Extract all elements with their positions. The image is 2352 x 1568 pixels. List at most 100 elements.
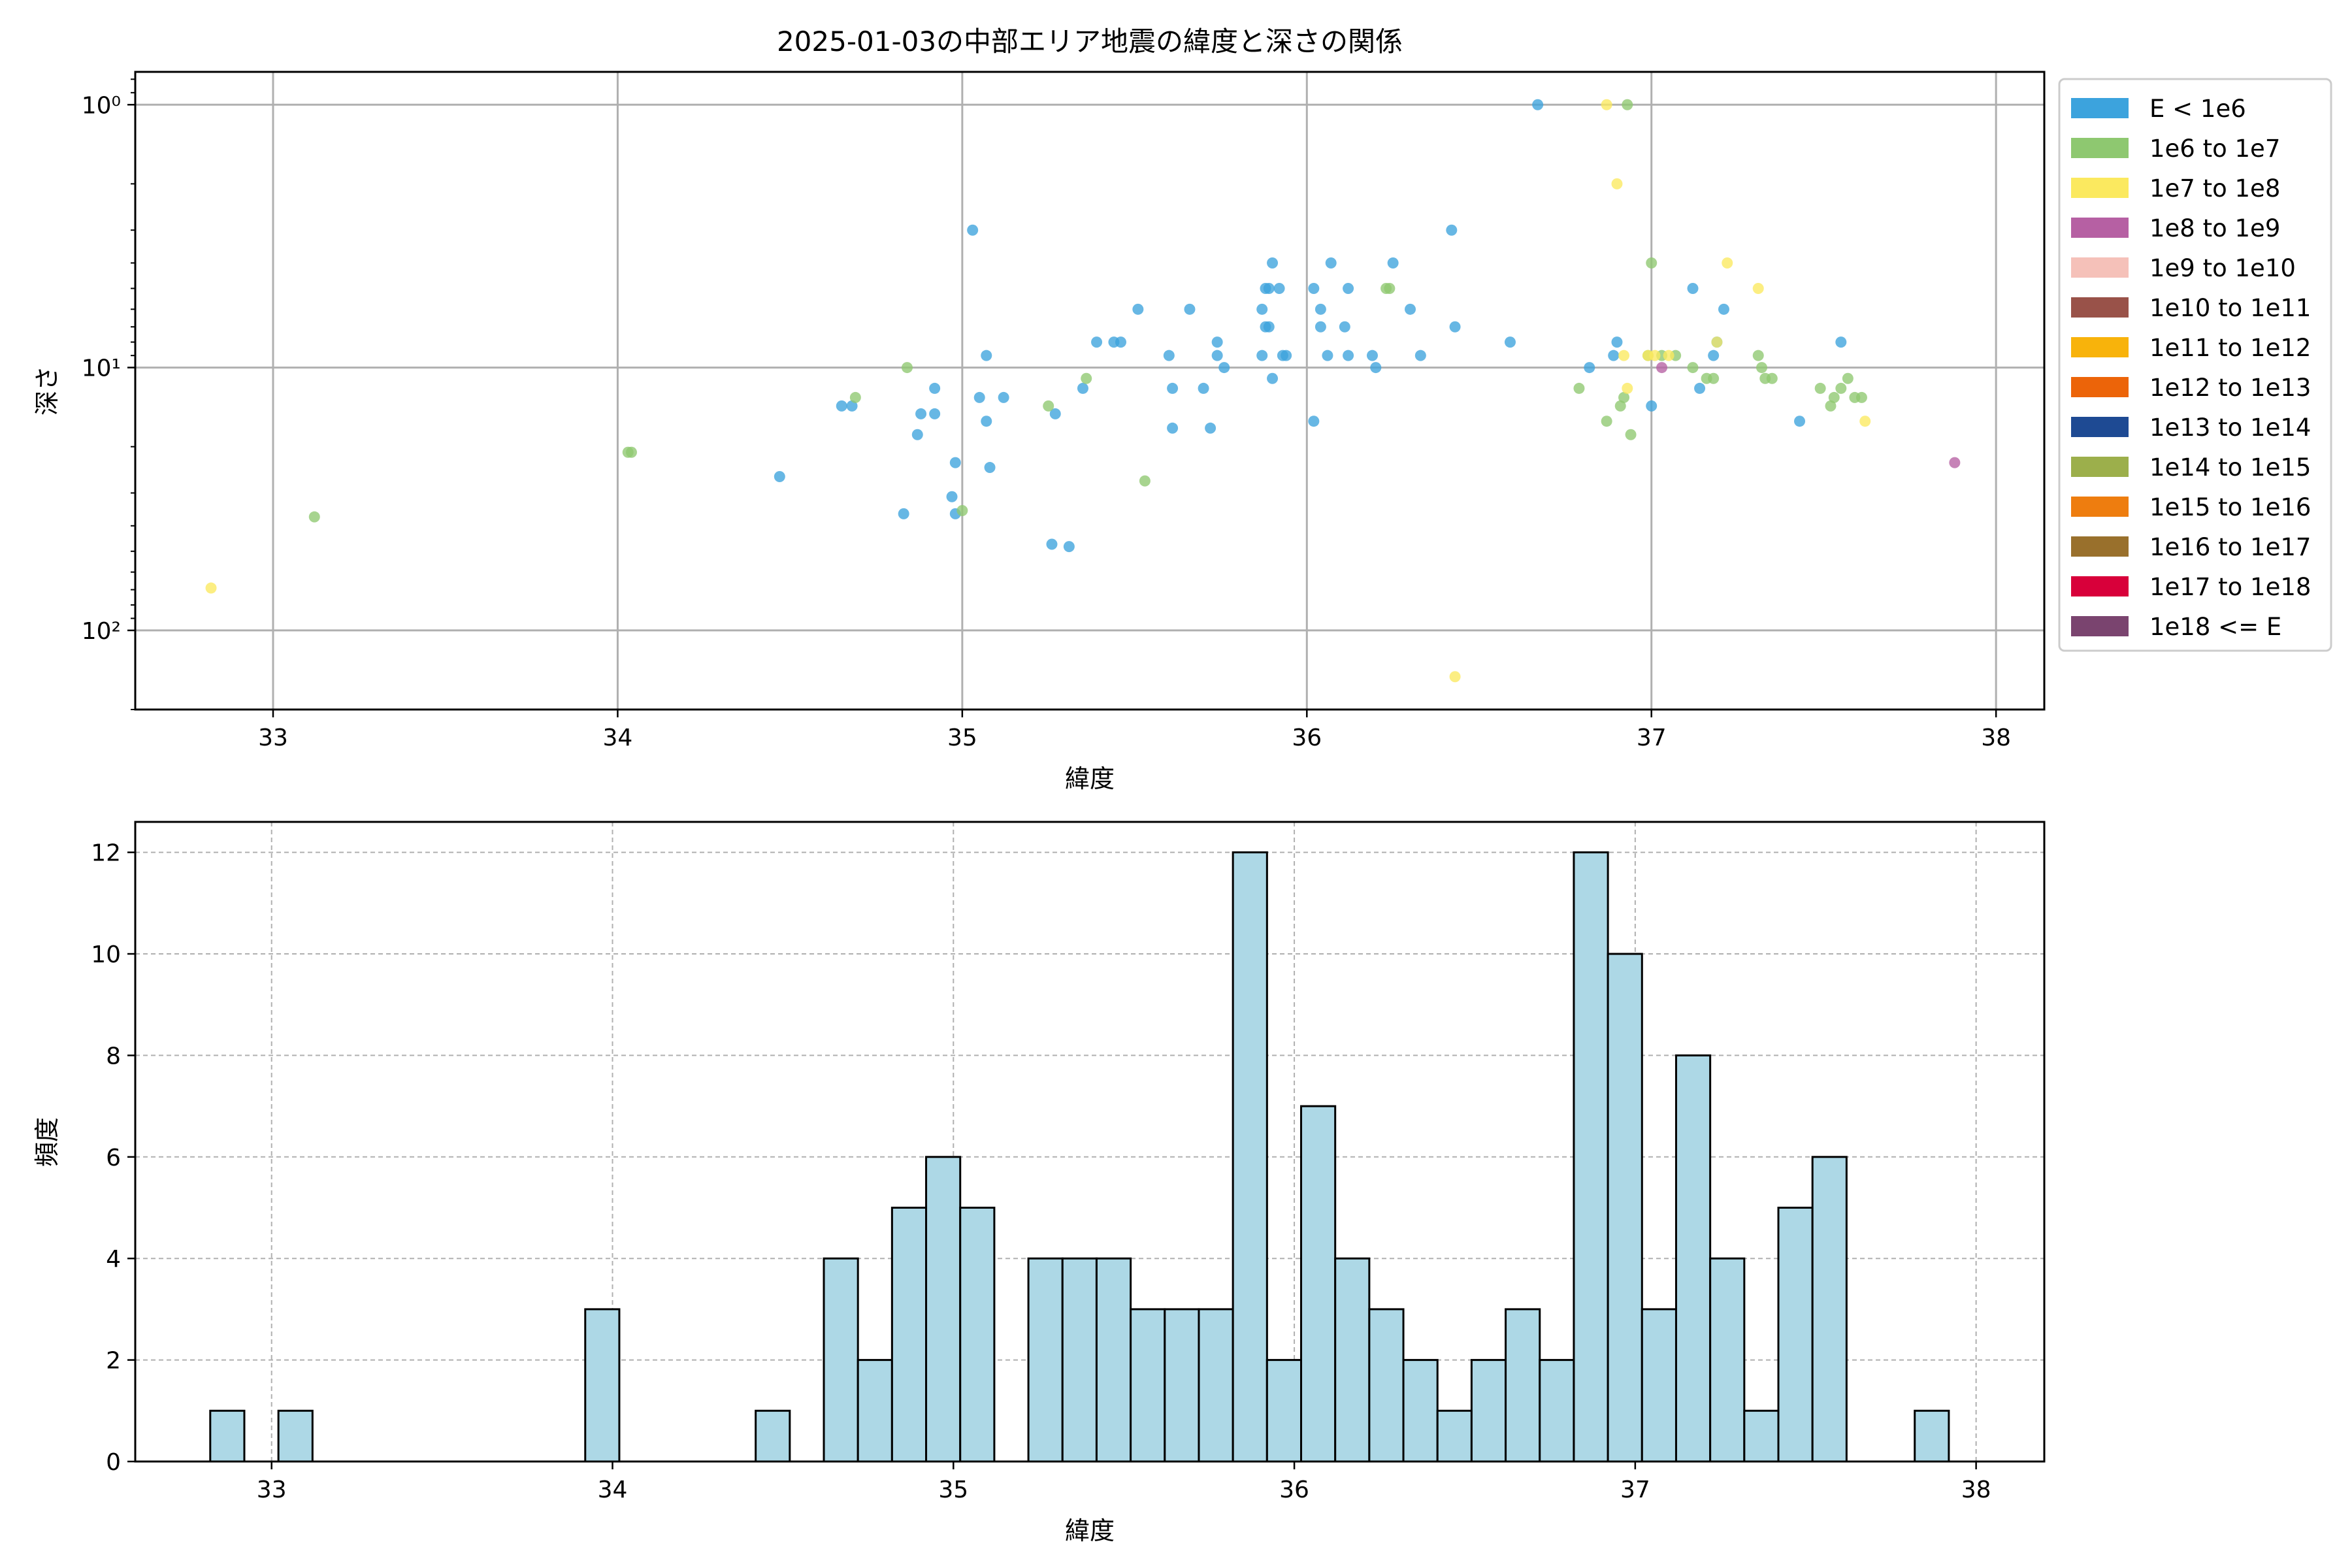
scatter-point [1752,350,1764,361]
scatter-point [1339,321,1350,333]
legend-label: 1e15 to 1e16 [2149,493,2311,521]
scatter-point [1694,382,1706,394]
histogram-y-tick-label: 0 [106,1449,121,1476]
legend-swatch [2071,616,2129,636]
histogram-bar [823,1257,859,1463]
scatter-point [1718,303,1729,315]
scatter-point [1370,362,1382,374]
histogram-y-tick-label: 4 [106,1246,121,1273]
histogram-bar [857,1359,893,1463]
scatter-point [1835,336,1847,348]
scatter-point [1687,362,1699,374]
scatter-point [1281,350,1292,361]
scatter-point [1263,321,1275,333]
scatter-point [1794,416,1806,427]
scatter-point [1828,391,1840,403]
histogram-y-tick-label: 12 [91,840,121,867]
scatter-point [1132,303,1144,315]
scatter-point [1687,282,1699,294]
histogram-x-tick-label: 33 [257,1477,287,1503]
scatter-x-ticks: 33 34 35 36 37 38 [258,710,2011,751]
histogram-bar [1470,1359,1507,1463]
histogram-bar [1198,1308,1234,1463]
scatter-point [1859,416,1871,427]
scatter-point [1063,541,1075,553]
scatter-point [626,446,638,458]
scatter-point [1366,350,1378,361]
histogram-bar [1539,1359,1575,1463]
scatter-x-tick-label: 33 [258,725,288,751]
scatter-point [1308,282,1320,294]
scatter-point [1263,282,1275,294]
scatter-point [1625,429,1637,440]
scatter-point [1825,400,1837,412]
scatter-point [1766,372,1778,384]
scatter-point [929,382,941,394]
scatter-point [1752,282,1764,294]
histogram-y-axis-label: 頻度 [33,1117,61,1167]
scatter-point [1198,382,1209,394]
scatter-point [949,457,961,468]
scatter-point [1618,391,1630,403]
scatter-point [967,224,979,236]
histogram-plot: 33 34 35 36 37 38 0 2 4 6 8 10 12 緯度 頻度 [33,821,2046,1545]
scatter-x-tick-label: 35 [947,725,977,751]
scatter-point [1387,257,1399,269]
scatter-y-tick-label: 10¹ [82,355,121,382]
histogram-bar [925,1156,962,1463]
scatter-point [1325,257,1337,269]
histogram-bar [959,1207,996,1463]
scatter-point [1205,422,1217,434]
scatter-point [1414,350,1426,361]
histogram-y-tick-label: 6 [106,1145,121,1171]
histogram-bar [1811,1156,1848,1463]
scatter-point [1814,382,1826,394]
scatter-point [1663,350,1674,361]
scatter-point [1405,303,1416,315]
scatter-point [1532,99,1544,110]
legend-swatch [2071,457,2129,477]
scatter-point [1449,671,1461,683]
scatter-point [774,471,785,483]
scatter-y-tick-label: 10² [82,618,121,645]
scatter-point [1081,372,1092,384]
scatter-point [1322,350,1333,361]
legend-swatch [2071,536,2129,557]
scatter-point [1949,457,1961,468]
legend-swatch [2071,497,2129,517]
legend-items: E < 1e6 1e6 to 1e7 1e7 to 1e8 1e8 to 1e9 1e9… [2071,95,2311,641]
scatter-point [1711,336,1723,348]
scatter-point [973,391,985,403]
scatter-point [1273,282,1285,294]
legend-label: 1e14 to 1e15 [2149,453,2311,482]
scatter-point [1343,350,1354,361]
scatter-point [1622,99,1633,110]
legend-label: 1e12 to 1e13 [2149,374,2311,402]
histogram-bar [1674,1054,1712,1463]
histogram-y-tick-label: 10 [91,941,121,968]
scatter-point [1614,400,1626,412]
legend-swatch [2071,297,2129,318]
histogram-bar [1368,1308,1405,1463]
scatter-point [1043,400,1054,412]
scatter-point [915,408,927,419]
legend-swatch [2071,218,2129,238]
histogram-bar [209,1409,246,1463]
scatter-x-axis-label: 緯度 [1065,764,1115,793]
scatter-point [1077,382,1088,394]
scatter-plot: 33 34 35 36 37 38 10⁰ 10¹ 10² 緯度 深さ [33,71,2046,793]
histogram-bar [1505,1308,1541,1463]
scatter-point [308,511,320,523]
scatter-point [1211,336,1223,348]
scatter-point [846,400,858,412]
histogram-bar [584,1308,621,1463]
legend-swatch [2071,337,2129,357]
legend-frame [2058,78,2332,652]
scatter-point [1446,224,1458,236]
scatter-frame [134,71,2046,711]
legend-swatch [2071,377,2129,397]
scatter-point [1163,350,1175,361]
scatter-point [1046,538,1058,550]
scatter-point [929,408,941,419]
